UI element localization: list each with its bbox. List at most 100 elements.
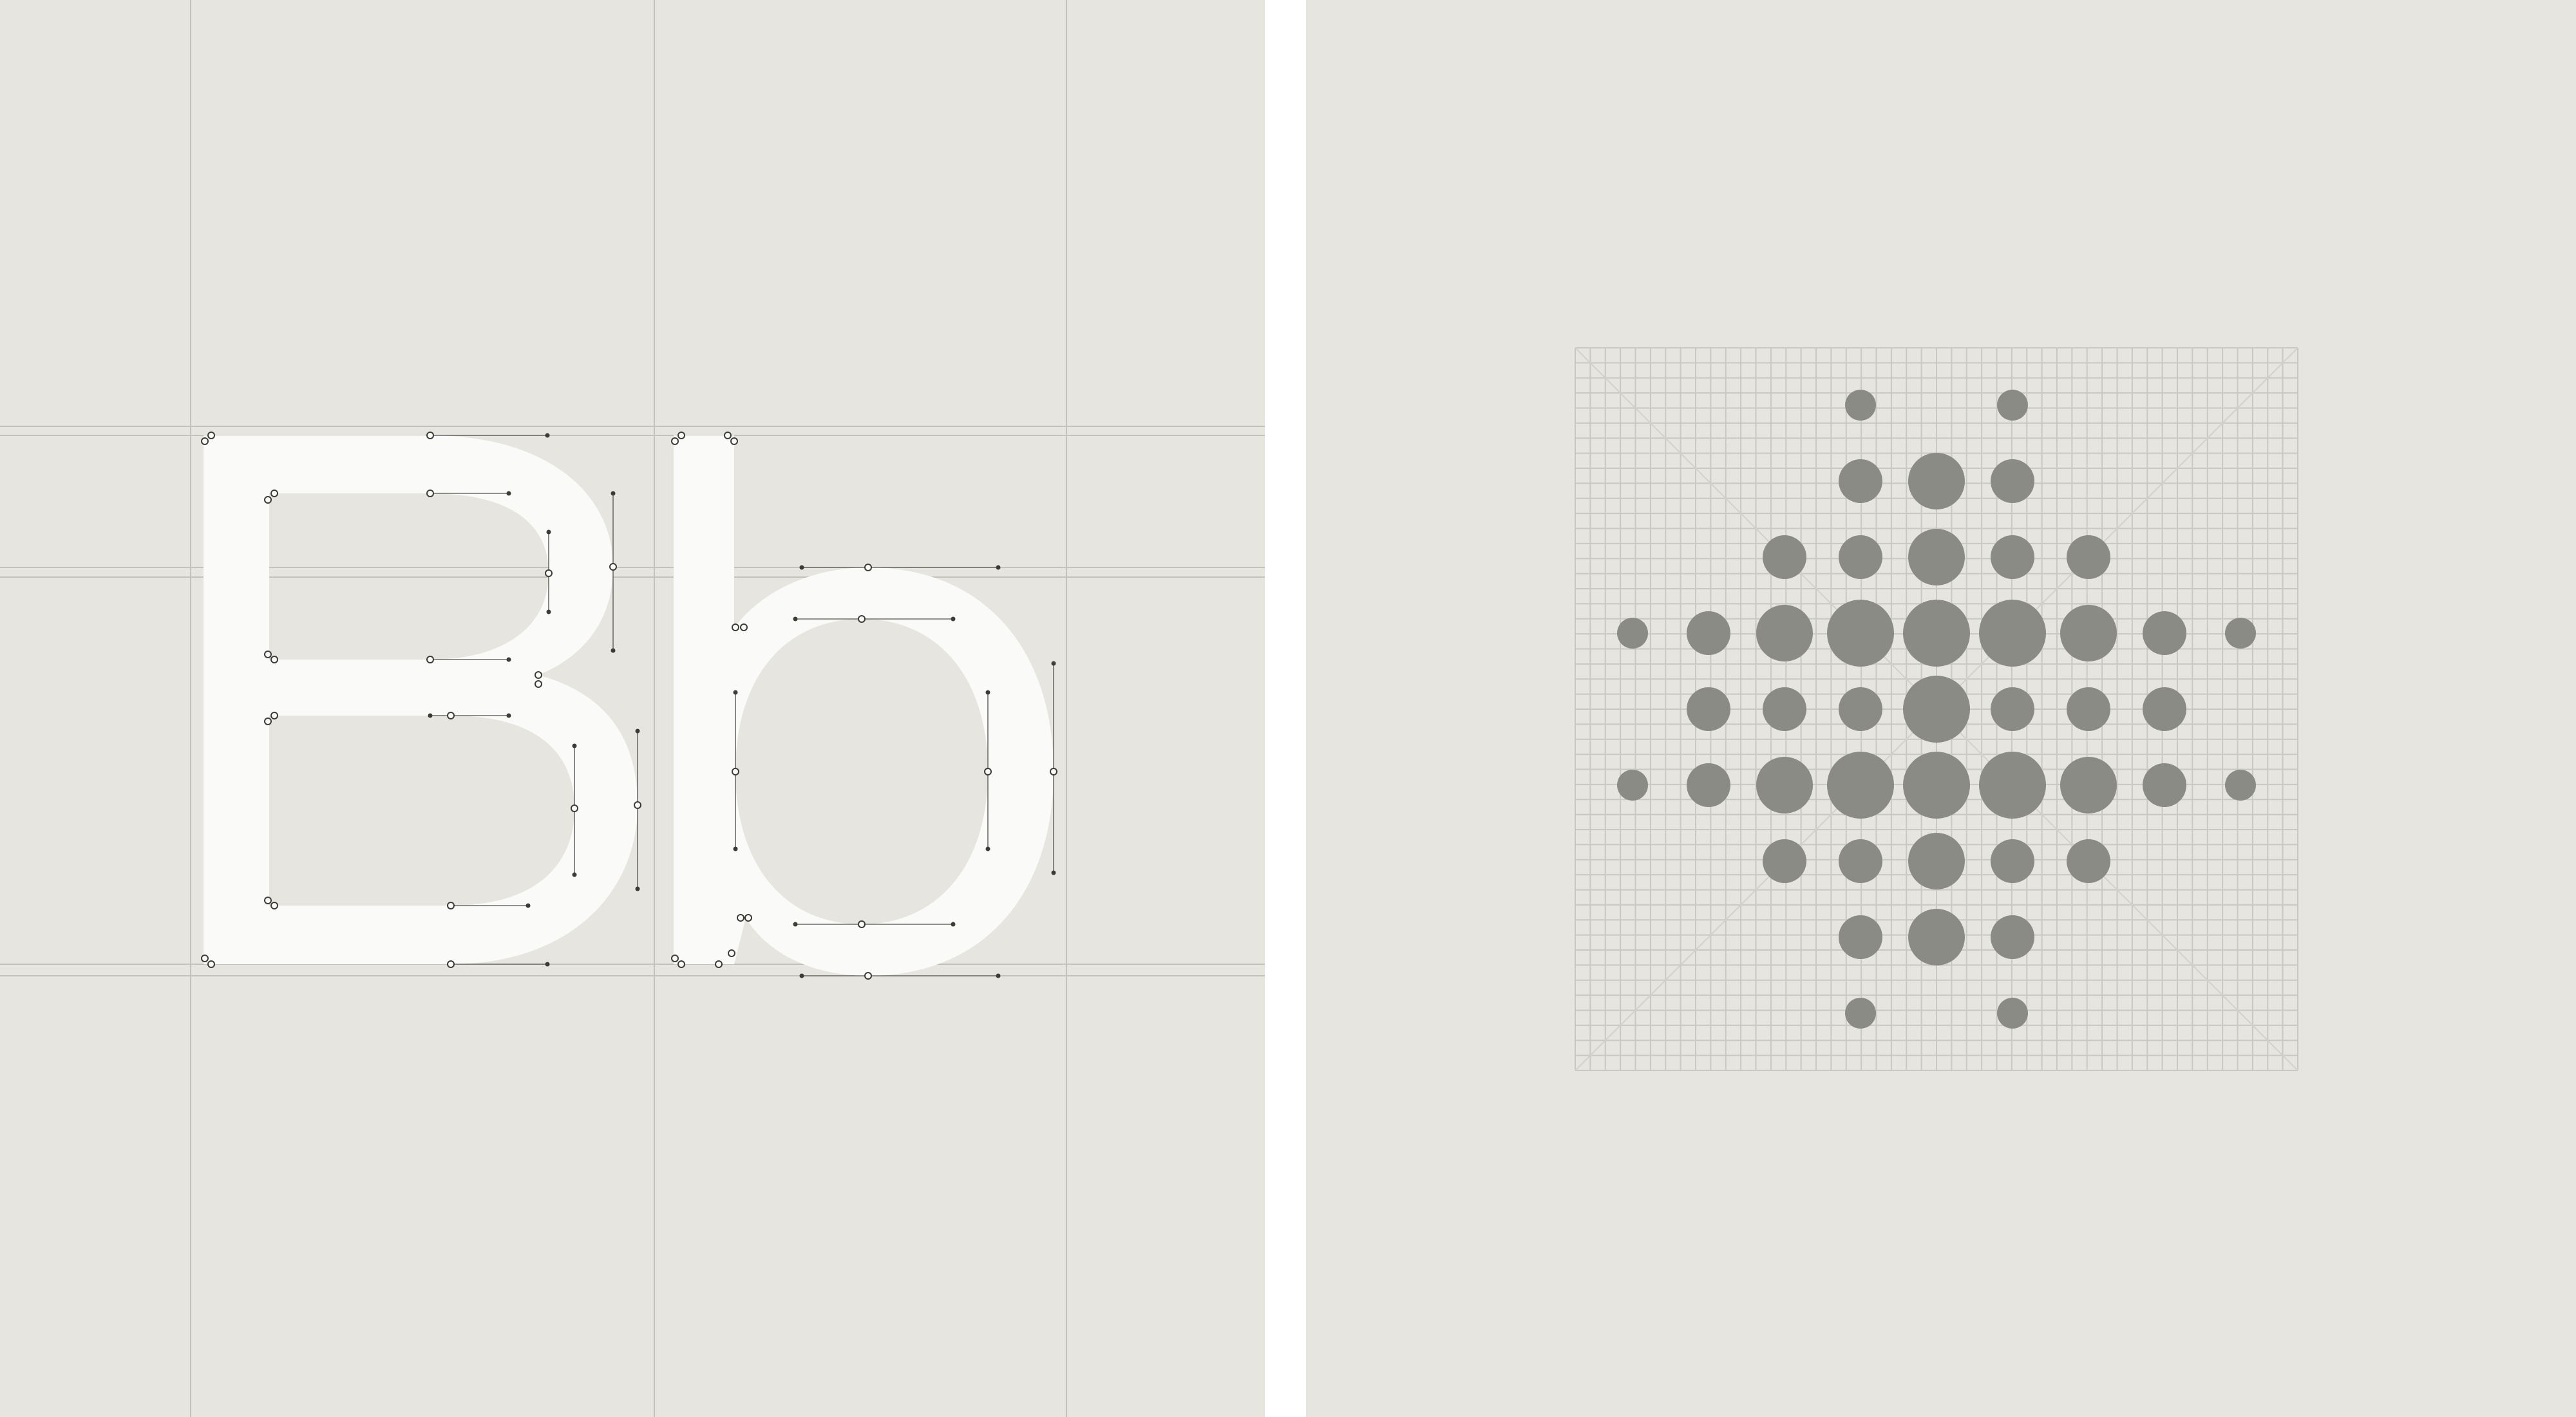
pattern-dot: [2143, 687, 2186, 731]
pattern-dot: [1908, 529, 1965, 585]
anchor-point: [858, 920, 866, 928]
pattern-dot: [1991, 459, 2034, 503]
pattern-dot: [1839, 915, 1882, 959]
pattern-dot: [1997, 390, 2028, 421]
anchor-point: [737, 914, 744, 922]
anchor-point: [732, 768, 739, 775]
handle-end: [996, 565, 1001, 570]
anchor-point: [201, 955, 209, 962]
handle-end: [985, 690, 990, 695]
pattern-dot: [1827, 600, 1894, 667]
pattern-dot: [1908, 453, 1965, 509]
handle-end: [951, 922, 956, 927]
pattern-dot: [1991, 839, 2034, 883]
glyph-uppercase-b: [204, 435, 638, 964]
handle-end: [996, 973, 1001, 978]
pattern-dot: [2225, 770, 2256, 801]
pattern-dot: [1839, 839, 1882, 883]
pattern-dot: [1763, 687, 1806, 731]
anchor-point: [571, 804, 578, 812]
pattern-dot: [1763, 535, 1806, 579]
anchor-point: [744, 914, 752, 922]
dot-grid-panel: [1306, 0, 2576, 1417]
anchor-point: [264, 718, 272, 725]
anchor-point: [270, 712, 278, 719]
anchor-point: [724, 432, 732, 439]
handle-end: [611, 491, 616, 496]
pattern-dot: [1687, 611, 1730, 655]
handle-end: [506, 491, 511, 496]
pattern-dot: [2143, 763, 2186, 807]
letterform-construction-panel: [0, 0, 1265, 1417]
handle-end: [611, 648, 616, 653]
handle-end: [799, 565, 804, 570]
pattern-dot: [1827, 752, 1894, 819]
handle-end: [793, 616, 798, 622]
pattern-dot: [1908, 833, 1965, 889]
anchor-point: [858, 615, 866, 623]
anchor-point: [864, 972, 872, 980]
pattern-dot: [1687, 763, 1730, 807]
pattern-dot: [1617, 618, 1648, 649]
pattern-dot: [2060, 757, 2117, 813]
handle-end: [1051, 870, 1056, 875]
pattern-dot: [1903, 676, 1970, 743]
anchor-point: [677, 960, 685, 968]
handle-end: [733, 846, 738, 851]
anchor-point: [426, 490, 434, 497]
handle-end: [546, 609, 551, 614]
handle-end: [635, 886, 640, 891]
glyph-lowercase-b: [674, 435, 1054, 976]
anchor-point: [535, 680, 542, 688]
handle-end: [545, 433, 550, 438]
anchor-point: [677, 432, 685, 439]
anchor-point: [270, 656, 278, 663]
anchor-point: [270, 902, 278, 909]
pattern-dot: [2143, 611, 2186, 655]
anchor-point: [264, 496, 272, 504]
anchor-points: [201, 432, 1057, 980]
handle-end: [733, 690, 738, 695]
pattern-dot: [1991, 535, 2034, 579]
anchor-point: [634, 801, 641, 809]
anchor-point: [984, 768, 992, 775]
anchor-point: [535, 671, 542, 679]
handle-end: [506, 657, 511, 662]
handle-end: [545, 962, 550, 967]
anchor-point: [671, 437, 679, 445]
pattern-dot: [1617, 770, 1648, 801]
pattern-dot: [1845, 390, 1876, 421]
anchor-point: [732, 623, 739, 631]
pattern-dot: [1839, 687, 1882, 731]
anchor-point: [447, 902, 455, 909]
handle-end: [526, 903, 531, 908]
anchor-point: [264, 651, 272, 658]
anchor-point: [545, 569, 553, 577]
anchor-point: [426, 432, 434, 439]
pattern-dot: [1908, 909, 1965, 965]
anchor-point: [207, 960, 215, 968]
letterform-canvas: [0, 0, 1265, 1417]
anchor-point: [270, 490, 278, 497]
anchor-point: [1050, 768, 1057, 775]
pattern-dot: [1979, 752, 2046, 819]
handle-end: [985, 846, 990, 851]
pattern-dot: [1839, 459, 1882, 503]
handle-end: [428, 713, 433, 718]
pattern-dot: [1687, 687, 1730, 731]
pattern-dot: [1763, 839, 1806, 883]
anchor-point: [671, 955, 679, 962]
anchor-point: [264, 897, 272, 904]
anchor-point: [715, 960, 723, 968]
anchor-point: [447, 960, 455, 968]
pattern-dot: [1997, 998, 2028, 1029]
anchor-point: [207, 432, 215, 439]
handle-end: [572, 743, 577, 748]
handle-end: [506, 713, 511, 718]
pattern-dot: [1991, 915, 2034, 959]
pattern-dot: [1845, 998, 1876, 1029]
pattern-dot: [2067, 839, 2110, 883]
dot-pattern: [1617, 390, 2256, 1029]
pattern-dot: [1903, 752, 1970, 819]
pattern-dot: [1903, 600, 1970, 667]
